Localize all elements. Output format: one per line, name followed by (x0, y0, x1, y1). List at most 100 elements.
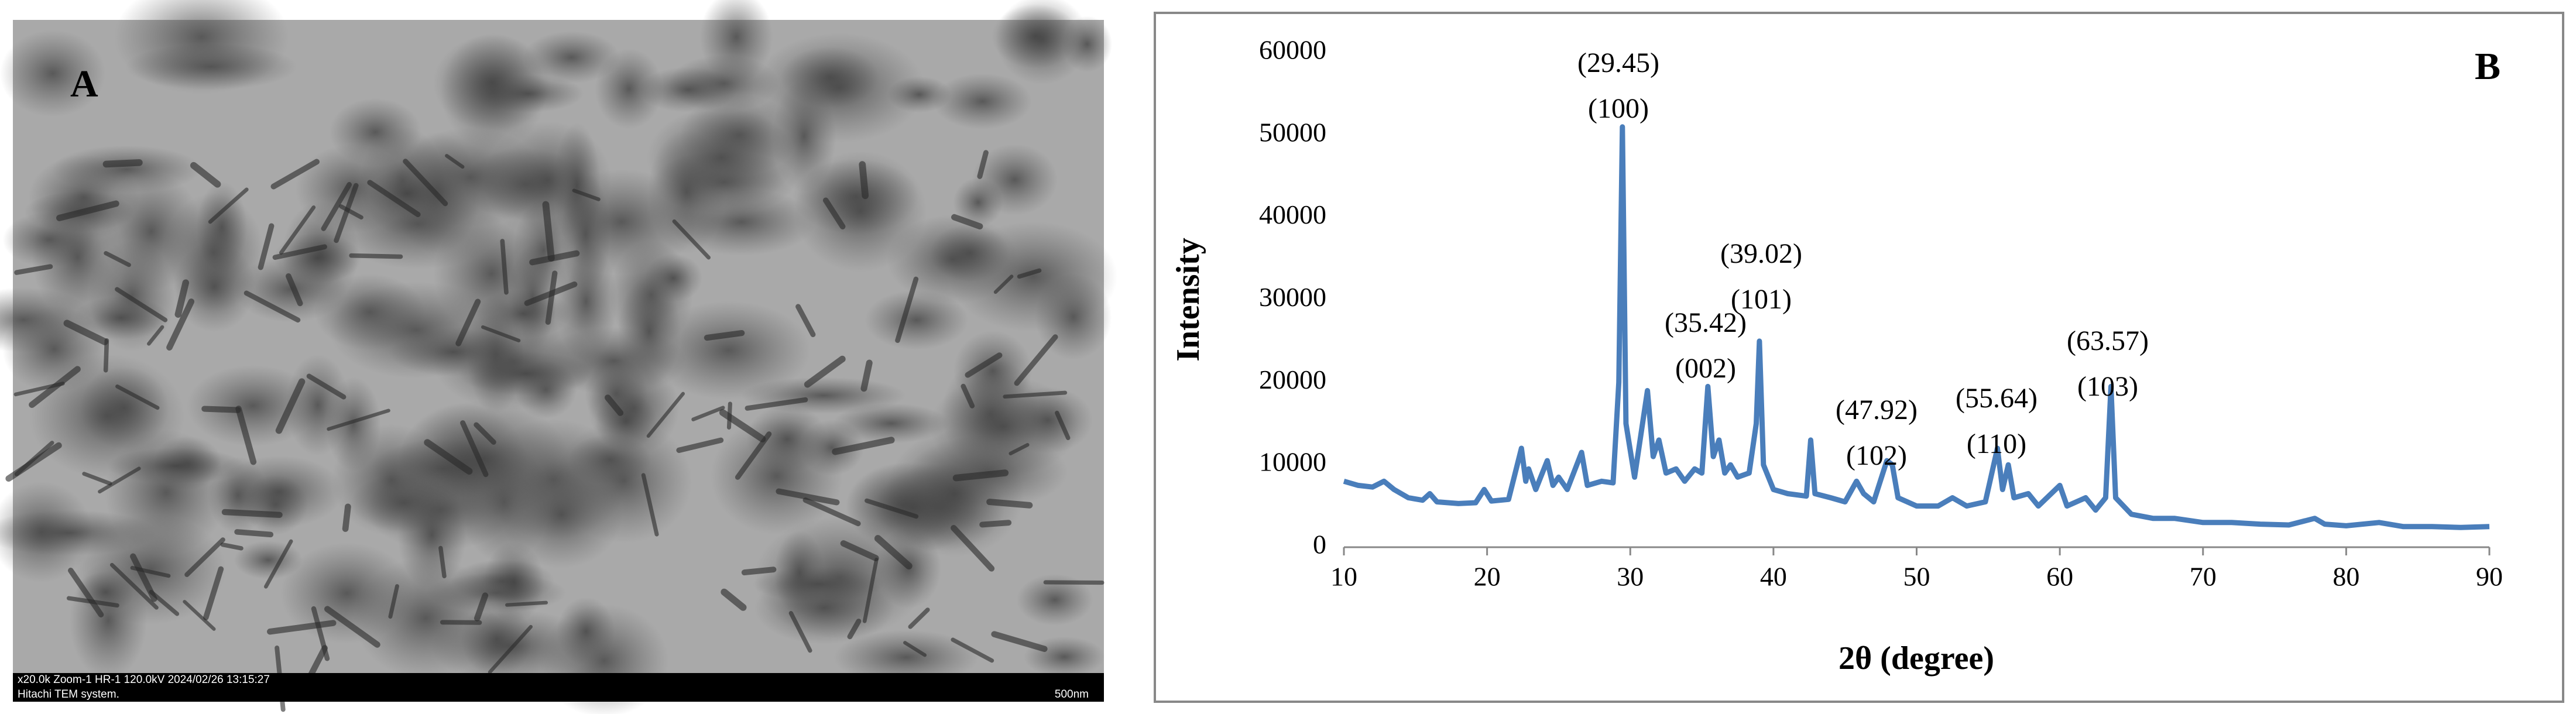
tem-texture (993, 274, 1014, 294)
tem-texture (524, 281, 578, 306)
tem-texture (991, 631, 1048, 653)
x-tick-label: 90 (2476, 562, 2503, 592)
tem-texture (29, 366, 81, 409)
tem-texture (263, 539, 293, 589)
tem-texture (951, 214, 983, 229)
tem-texture (311, 606, 330, 661)
tem-texture (859, 161, 869, 200)
tem-texture (267, 620, 337, 635)
tem-texture (523, 31, 620, 84)
tem-texture (541, 327, 687, 395)
peak-plane: (002) (1675, 353, 1736, 384)
tem-texture (952, 469, 1009, 482)
chart-frame (1154, 12, 2564, 703)
x-tick-label: 10 (1330, 562, 1357, 592)
tem-texture (183, 600, 216, 631)
panel-label: B (2475, 45, 2500, 88)
x-axis-title: 2θ (degree) (1838, 640, 1994, 677)
tem-texture (103, 338, 109, 373)
tem-texture (505, 600, 548, 607)
tem-texture (721, 588, 747, 611)
tem-texture (545, 270, 558, 325)
tem-texture (802, 497, 861, 527)
tem-texture (334, 183, 359, 243)
tem-texture (367, 180, 421, 218)
tem-texture (1003, 387, 1093, 454)
tem-texture (474, 422, 496, 445)
tem-texture (961, 383, 975, 409)
tem-texture (726, 401, 732, 430)
tem-texture (481, 325, 521, 342)
tem-texture (908, 607, 930, 629)
tem-texture (243, 290, 301, 323)
tem-texture (895, 276, 919, 343)
tem-texture (804, 355, 846, 388)
tem-texture (306, 373, 347, 400)
tem-texture (279, 205, 316, 255)
tem-texture (1055, 410, 1071, 440)
tem-texture (672, 219, 711, 260)
tem-texture (338, 204, 363, 220)
tem-texture (735, 431, 772, 480)
tem-texture (388, 584, 399, 619)
tem-texture (98, 466, 141, 494)
x-tick-label: 20 (1474, 562, 1501, 592)
tem-texture (5, 442, 62, 482)
tem-texture (542, 201, 555, 262)
tem-texture (862, 557, 879, 623)
y-tick-label: 10000 (1259, 447, 1326, 477)
tem-texture (822, 197, 846, 229)
tem-texture (220, 542, 243, 551)
tem-texture (1024, 636, 1105, 677)
peak-position: (29.45) (1577, 47, 1659, 78)
tem-texture (699, 0, 773, 84)
y-axis-title: Intensity (1170, 238, 1206, 362)
y-tick-label: 50000 (1259, 117, 1326, 147)
tem-texture (324, 606, 380, 648)
tem-texture (1014, 334, 1058, 386)
tem-texture (475, 289, 571, 338)
x-tick-label: 60 (2046, 562, 2073, 592)
tem-texture (865, 498, 919, 519)
peak-plane: (100) (1588, 93, 1649, 124)
plot: 0 10000 20000 30000 40000 50000 60000 10 20 30 40 5… (1259, 35, 2503, 592)
tem-texture (438, 545, 447, 579)
tem-texture (647, 301, 811, 400)
tem-texture (979, 520, 1012, 528)
peak-plane: (103) (2077, 371, 2138, 402)
tem-texture (604, 394, 624, 416)
tem-texture (704, 329, 745, 341)
tem-texture (932, 73, 1032, 130)
tem-texture (286, 273, 303, 307)
tem-texture (795, 304, 816, 338)
tem-texture (349, 253, 403, 259)
y-tick-label: 40000 (1259, 200, 1326, 229)
tem-texture (965, 352, 1003, 378)
tem-texture (860, 359, 873, 392)
tem-texture (874, 535, 913, 570)
tem-texture (986, 499, 1033, 509)
tem-texture (488, 624, 533, 674)
tem-info: x20.0k Zoom-1 HR-1 120.0kV 2024/02/26 13… (18, 674, 270, 686)
tem-texture (977, 150, 989, 179)
tem-texture (208, 187, 249, 224)
tem-texture (0, 30, 106, 117)
tem-texture (102, 159, 143, 168)
tem-texture (1003, 390, 1068, 399)
tem-texture (104, 251, 131, 267)
tem-texture (275, 378, 306, 434)
tem-texture (75, 514, 227, 624)
tem-texture (234, 529, 274, 538)
tem-info: Hitachi TEM system. (18, 688, 119, 701)
y-tick-label: 30000 (1259, 282, 1326, 312)
tem-texture (235, 406, 257, 465)
peak-plane: (102) (1846, 440, 1907, 471)
tem-texture (327, 409, 390, 431)
tem-texture (273, 233, 362, 283)
tem-texture (676, 437, 724, 453)
x-tick-label: 50 (1903, 562, 1930, 592)
tem-texture (691, 406, 725, 421)
tem-texture (500, 461, 623, 568)
tem-texture (109, 562, 159, 610)
